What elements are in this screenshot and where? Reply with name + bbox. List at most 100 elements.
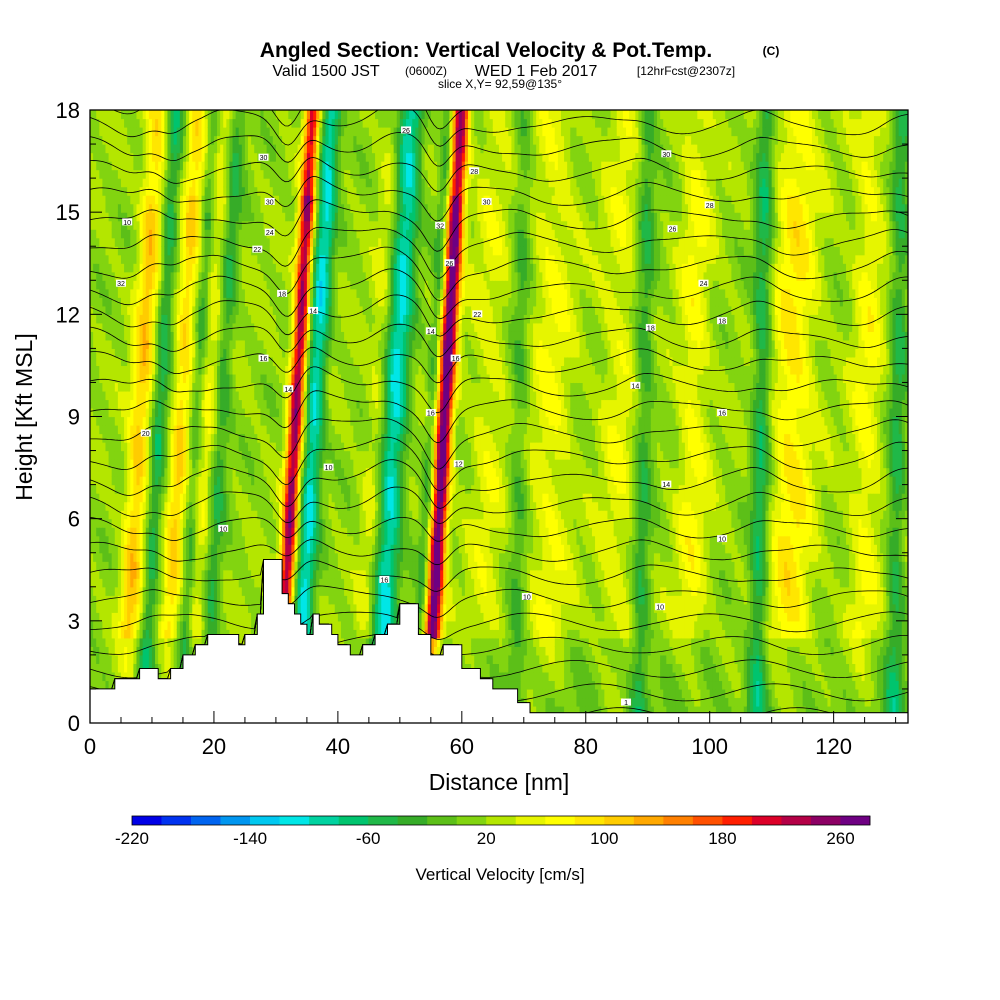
velocity-cell	[279, 390, 283, 401]
velocity-cell	[241, 459, 246, 469]
velocity-cell	[288, 416, 292, 426]
velocity-cell	[303, 339, 308, 349]
velocity-cell	[266, 339, 271, 349]
velocity-cell	[151, 254, 156, 264]
velocity-cell	[285, 535, 289, 545]
velocity-cell	[235, 552, 240, 562]
velocity-cell	[164, 229, 169, 239]
velocity-cell	[316, 493, 320, 503]
velocity-cell	[176, 501, 181, 511]
velocity-cell	[145, 246, 150, 256]
velocity-cell	[297, 203, 302, 213]
velocity-cell	[198, 220, 203, 230]
velocity-cell	[99, 501, 103, 511]
velocity-cell	[260, 288, 265, 298]
velocity-cell	[102, 127, 107, 137]
velocity-cell	[303, 144, 308, 154]
velocity-cell	[316, 178, 320, 188]
velocity-cell	[108, 680, 113, 690]
velocity-cell	[127, 671, 131, 682]
velocity-cell	[192, 118, 196, 128]
velocity-cell	[260, 450, 265, 460]
velocity-cell	[96, 220, 100, 230]
velocity-cell	[120, 271, 125, 281]
velocity-cell	[210, 135, 215, 145]
velocity-cell	[241, 220, 246, 230]
velocity-cell	[198, 595, 203, 605]
velocity-cell	[285, 518, 289, 528]
velocity-cell	[120, 373, 125, 384]
velocity-cell	[272, 518, 277, 528]
velocity-cell	[151, 390, 156, 401]
velocity-cell	[111, 322, 116, 332]
velocity-cell	[192, 314, 196, 324]
velocity-cell	[158, 425, 162, 435]
velocity-cell	[275, 127, 280, 137]
velocity-cell	[235, 203, 240, 213]
velocity-cell	[108, 493, 113, 503]
velocity-cell	[285, 544, 289, 554]
velocity-cell	[151, 595, 156, 605]
velocity-cell	[210, 220, 215, 230]
velocity-cell	[111, 365, 116, 375]
velocity-cell	[93, 629, 97, 639]
velocity-cell	[226, 586, 231, 596]
velocity-cell	[223, 288, 227, 298]
velocity-cell	[148, 212, 153, 222]
velocity-cell	[195, 501, 200, 511]
velocity-cell	[204, 110, 209, 120]
velocity-cell	[260, 212, 265, 222]
velocity-cell	[189, 612, 193, 622]
velocity-cell	[300, 263, 305, 273]
velocity-cell	[269, 518, 274, 528]
velocity-cell	[127, 527, 131, 537]
velocity-cell	[142, 220, 147, 230]
velocity-cell	[105, 586, 110, 596]
velocity-cell	[96, 450, 100, 460]
velocity-cell	[316, 288, 320, 298]
velocity-cell	[288, 254, 292, 264]
velocity-cell	[142, 280, 147, 290]
velocity-cell	[136, 501, 141, 511]
velocity-cell	[279, 305, 283, 315]
velocity-cell	[254, 195, 258, 205]
velocity-cell	[130, 135, 134, 145]
velocity-cell	[306, 476, 311, 486]
velocity-cell	[151, 271, 156, 281]
velocity-cell	[151, 186, 156, 196]
velocity-cell	[117, 654, 122, 664]
velocity-cell	[235, 254, 240, 264]
velocity-cell	[108, 212, 113, 222]
velocity-cell	[220, 144, 224, 154]
velocity-cell	[316, 263, 320, 273]
velocity-cell	[133, 195, 138, 205]
velocity-cell	[300, 229, 305, 239]
velocity-cell	[316, 127, 320, 137]
velocity-cell	[120, 518, 125, 528]
velocity-cell	[114, 399, 119, 409]
velocity-cell	[210, 544, 215, 554]
velocity-cell	[303, 450, 308, 460]
velocity-cell	[90, 348, 94, 358]
velocity-cell	[217, 365, 221, 375]
velocity-cell	[102, 373, 107, 384]
velocity-cell	[158, 297, 162, 307]
velocity-cell	[210, 493, 215, 503]
velocity-cell	[90, 382, 94, 392]
velocity-cell	[151, 535, 156, 545]
velocity-cell	[145, 365, 150, 375]
velocity-cell	[297, 280, 302, 290]
velocity-cell	[232, 501, 237, 511]
velocity-cell	[313, 339, 317, 349]
velocity-cell	[127, 297, 131, 307]
velocity-cell	[173, 212, 178, 222]
velocity-cell	[195, 280, 200, 290]
velocity-cell	[176, 118, 181, 128]
velocity-cell	[241, 399, 246, 409]
velocity-cell	[294, 254, 299, 264]
velocity-cell	[279, 152, 283, 162]
velocity-cell	[291, 322, 296, 332]
velocity-cell	[217, 254, 221, 264]
velocity-cell	[167, 280, 172, 290]
velocity-cell	[223, 169, 227, 179]
